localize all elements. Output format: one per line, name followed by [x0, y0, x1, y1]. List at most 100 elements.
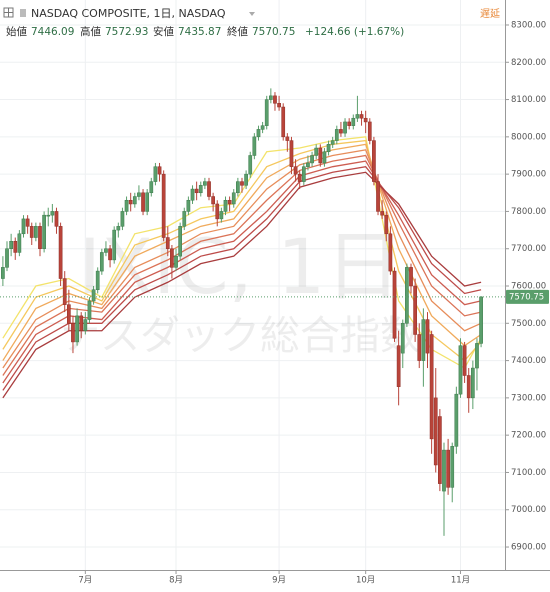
y-tick-label: 6900.00 [511, 543, 546, 553]
ohlc-label: 高値 [80, 25, 101, 38]
candle-body [438, 416, 442, 484]
candle-body [310, 155, 314, 164]
candle-body [293, 166, 298, 175]
candle-body [322, 151, 327, 164]
candle-body [277, 103, 281, 108]
x-tick-label: 7月 [78, 576, 92, 586]
candle-body [91, 289, 96, 302]
candle-body [203, 181, 207, 186]
candle-body [454, 393, 459, 447]
candle-body [66, 304, 71, 324]
candle-body [297, 173, 302, 182]
ma-line [2, 149, 482, 369]
candle-body [178, 226, 183, 257]
candle-body [330, 140, 335, 145]
candle-body [256, 129, 261, 138]
candle-body [83, 319, 88, 332]
candle-body [343, 121, 347, 134]
ohlc-value: 7435.87 [178, 26, 221, 38]
candle-body [384, 214, 389, 235]
y-tick-label: 7800.00 [511, 207, 546, 217]
candle-body [186, 199, 191, 212]
candle-body [198, 185, 203, 194]
candle-body [429, 334, 434, 440]
candle-body [363, 117, 368, 123]
candle-body [211, 196, 215, 205]
candle-body [446, 449, 450, 488]
candle-body [409, 267, 413, 287]
candle-body [462, 345, 467, 376]
candle-body [433, 397, 438, 466]
candle-body [367, 121, 372, 141]
candle-body [54, 211, 59, 227]
candle-body [17, 233, 22, 253]
candle-body [62, 278, 67, 305]
candle-body [58, 226, 63, 279]
candle-body [240, 181, 244, 186]
candle-body [314, 147, 319, 156]
x-tick-label: 10月 [356, 576, 375, 586]
candle-body [351, 117, 356, 126]
candle-body [21, 218, 26, 235]
candle-body [227, 199, 232, 205]
candle-body [42, 214, 46, 249]
y-tick-label: 8000.00 [511, 132, 546, 142]
candle-body [421, 319, 426, 361]
candle-body [165, 237, 170, 249]
candle-body [153, 166, 158, 182]
candle-body [99, 252, 104, 272]
candle-body [112, 229, 117, 261]
candle-body [182, 211, 187, 227]
y-tick-label: 7900.00 [511, 170, 546, 180]
candle-body [273, 95, 277, 104]
candle-body [128, 199, 133, 205]
candle-body [268, 95, 273, 100]
candle-body [479, 296, 483, 344]
candle-body [260, 125, 265, 130]
y-tick-label: 7100.00 [511, 468, 546, 478]
candle-body [281, 106, 286, 138]
candle-body [306, 162, 310, 167]
candle-body [215, 203, 220, 220]
candle-body [326, 144, 331, 153]
candle-body [392, 270, 397, 339]
candle-body [252, 136, 257, 156]
candle-body [34, 226, 38, 238]
candle-body [95, 270, 100, 290]
candle-body [458, 345, 463, 395]
candle-body [442, 449, 446, 492]
symbol-title[interactable]: NASDAQ COMPOSITE, 1日, NASDAQ [31, 7, 226, 20]
y-tick-label: 7300.00 [511, 393, 546, 403]
candle-body [219, 211, 224, 220]
candle-body [347, 121, 352, 126]
y-tick-label: 7500.00 [511, 319, 546, 329]
candle-body [475, 343, 479, 369]
marks [0, 88, 505, 536]
candle-body [1, 267, 5, 279]
candle-body [71, 323, 75, 343]
candle-body [46, 214, 51, 217]
candle-body [194, 188, 199, 194]
candle-body [236, 181, 240, 194]
candle-body [50, 211, 55, 216]
candle-body [25, 218, 30, 227]
candle-body [400, 323, 405, 354]
candle-body [190, 188, 195, 201]
ohlc-value: 7570.75 [252, 26, 295, 38]
ohlc-label: 安値 [153, 25, 174, 38]
dropdown-arrow[interactable] [249, 12, 255, 16]
candle-body [405, 267, 409, 324]
candle-body [417, 334, 422, 361]
candle-body [145, 192, 150, 212]
ohlc-label: 終値 [227, 25, 248, 38]
candle-body [372, 140, 376, 182]
candle-body [174, 255, 178, 268]
flag-icon [20, 9, 26, 17]
candle-body [108, 248, 112, 261]
candle-body [157, 166, 162, 175]
candle-body [75, 315, 79, 343]
watermark-sub: ナスダック総合指数 [60, 313, 420, 359]
candle-body [79, 315, 84, 332]
candle-body [264, 99, 269, 126]
ma-line [2, 154, 482, 376]
